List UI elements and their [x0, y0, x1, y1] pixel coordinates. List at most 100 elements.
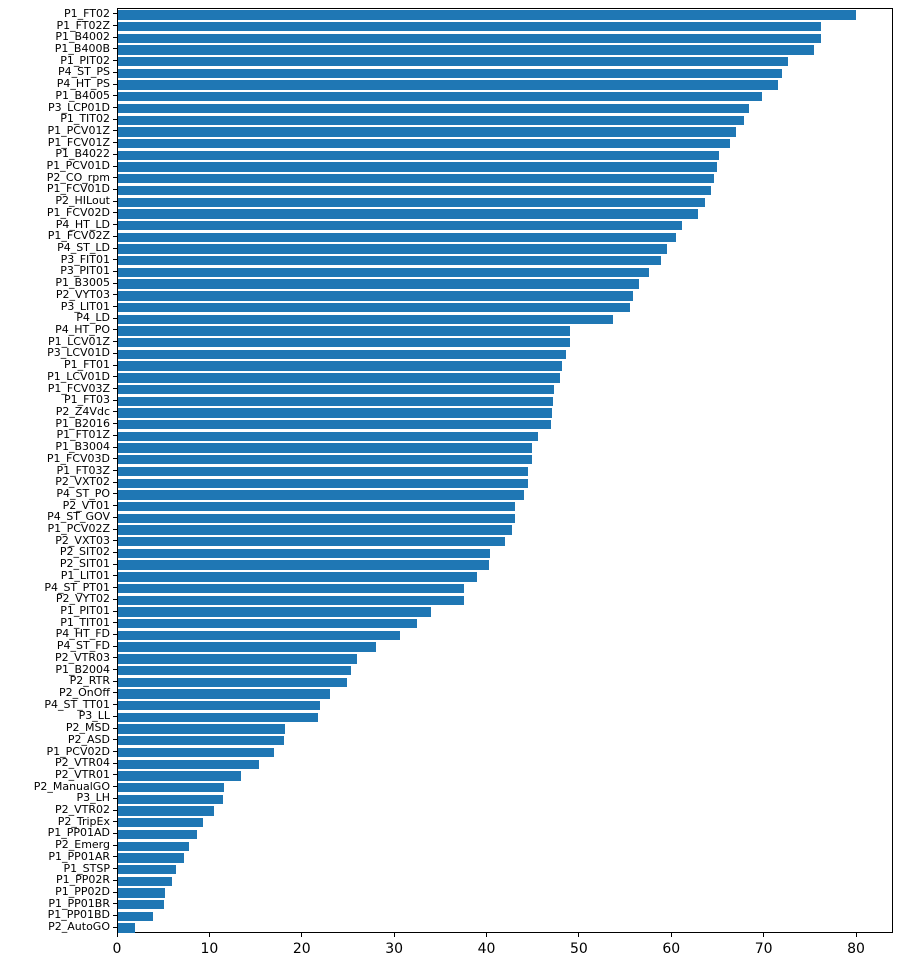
y-tick-label-P2_SIT01: P2_SIT01	[59, 557, 110, 571]
bar-P2_SIT01	[118, 560, 490, 570]
y-tick-mark	[113, 259, 117, 261]
x-tick-label-40: 40	[477, 941, 496, 957]
y-tick-label-P2_Emerg: P2_Emerg	[55, 838, 110, 852]
y-tick-label-P4_ST_PS: P4_ST_PS	[58, 65, 110, 79]
y-tick-mark	[113, 821, 117, 823]
bar-P4_ST_FD	[118, 642, 376, 652]
y-tick-mark	[113, 188, 117, 190]
y-tick-mark	[113, 774, 117, 776]
y-tick-mark	[113, 153, 117, 155]
bar-P1_PP01AD	[118, 829, 198, 840]
bar-P1_B2016	[118, 419, 552, 430]
y-tick-mark	[113, 669, 117, 671]
y-tick-label-P1_PP01BD: P1_PP01BD	[47, 908, 110, 922]
bar-P1_PP01BR	[118, 900, 165, 910]
y-tick-mark	[113, 727, 117, 729]
bar-P2_HILout	[118, 197, 705, 207]
y-tick-label-P4_HT_LD: P4_HT_LD	[55, 217, 110, 231]
y-tick-label-P3_LCV01D: P3_LCV01D	[47, 346, 110, 360]
y-tick-label-P1_PIT01: P1_PIT01	[60, 604, 110, 617]
y-tick-label-P4_ST_PO: P4_ST_PO	[56, 486, 110, 500]
y-tick-mark	[113, 786, 117, 788]
bar-P4_ST_PT01	[118, 583, 465, 594]
y-tick-mark	[113, 48, 117, 50]
y-tick-label-P1_B4002: P1_B4002	[55, 30, 110, 44]
bar-P4_LD	[118, 314, 614, 324]
bar-P2_VTR01	[118, 771, 241, 781]
y-tick-label-P2_Z4Vdc: P2_Z4Vdc	[55, 404, 110, 418]
y-tick-label-P2_VTR02: P2_VTR02	[54, 803, 110, 817]
bar-P4_ST_PS	[118, 68, 783, 79]
y-tick-mark	[113, 352, 117, 354]
x-tick-label-80: 80	[847, 941, 865, 957]
y-tick-mark	[113, 540, 117, 542]
y-tick-label-P1_PP02D: P1_PP02D	[55, 885, 110, 899]
y-tick-label-P2_VTR04: P2_VTR04	[54, 756, 110, 770]
y-tick-label-P2_RTR: P2_RTR	[69, 674, 110, 688]
bar-P3_LH	[118, 794, 224, 805]
y-tick-label-P4_HT_FD: P4_HT_FD	[55, 627, 110, 641]
y-tick-mark	[113, 107, 117, 109]
bar-P1_PIT02	[118, 57, 788, 67]
bar-P1_FCV01Z	[118, 138, 731, 149]
y-tick-label-P2_HILout: P2_HILout	[55, 194, 110, 208]
bar-P4_ST_PO	[118, 490, 525, 500]
x-tick-mark	[486, 933, 488, 937]
y-tick-label-P3_FIT01: P3_FIT01	[60, 252, 110, 266]
y-tick-mark	[113, 83, 117, 85]
y-tick-mark	[113, 130, 117, 132]
bar-P2_MSD	[118, 724, 286, 734]
y-tick-mark	[113, 914, 117, 916]
y-tick-mark	[113, 341, 117, 343]
y-tick-label-P3_PIT01: P3_PIT01	[60, 264, 110, 278]
bar-P1_FT02Z	[118, 21, 822, 32]
x-tick-label-20: 20	[292, 941, 311, 957]
y-tick-label-P2_VXT02: P2_VXT02	[55, 475, 110, 489]
y-tick-mark	[113, 751, 117, 752]
x-tick-label-70: 70	[754, 941, 773, 957]
y-tick-label-P4_HT_PO: P4_HT_PO	[55, 322, 110, 336]
y-tick-mark	[113, 879, 117, 881]
bar-P3_PIT01	[118, 267, 650, 278]
bar-P1_LCV01Z	[118, 338, 570, 348]
y-tick-mark	[113, 926, 117, 928]
y-tick-label-P4_LD: P4_LD	[76, 311, 110, 325]
y-tick-mark	[113, 680, 117, 682]
y-tick-mark	[113, 388, 117, 390]
bar-P1_FCV03D	[118, 455, 532, 465]
y-tick-label-P1_PCV01D: P1_PCV01D	[46, 159, 110, 173]
y-tick-mark	[113, 458, 117, 460]
y-tick-mark	[113, 224, 117, 226]
y-tick-mark	[113, 200, 117, 202]
y-tick-label-P1_FT02: P1_FT02	[64, 6, 110, 20]
y-tick-label-P1_B400B: P1_B400B	[54, 41, 110, 55]
bar-P2_Z4Vdc	[118, 408, 553, 418]
y-tick-mark	[113, 610, 117, 612]
y-tick-mark	[113, 809, 117, 811]
y-tick-label-P1_PCV01Z: P1_PCV01Z	[47, 123, 110, 137]
bar-P2_VXT03	[118, 537, 506, 547]
bar-P1_B3005	[118, 279, 640, 289]
y-tick-label-P4_HT_PS: P4_HT_PS	[56, 77, 110, 91]
y-tick-mark	[113, 856, 117, 858]
x-tick-mark	[393, 933, 395, 937]
bar-P3_LIT01	[118, 302, 630, 313]
y-tick-label-P2_VTR03: P2_VTR03	[54, 650, 110, 664]
y-tick-label-P2_CO_rpm: P2_CO_rpm	[46, 170, 110, 184]
y-tick-label-P2_VYT03: P2_VYT03	[55, 287, 110, 301]
y-tick-mark	[113, 563, 117, 565]
bar-P4_ST_GOV	[118, 513, 516, 523]
x-tick-label-10: 10	[200, 941, 219, 957]
y-tick-mark	[113, 376, 117, 378]
bar-P2_VTR03	[118, 654, 358, 664]
x-tick-label-50: 50	[569, 941, 588, 957]
y-tick-mark	[113, 481, 117, 483]
bar-P3_LCP01D	[118, 103, 749, 114]
x-tick-mark	[855, 933, 857, 937]
bar-P1_PCV01D	[118, 162, 717, 172]
bar-P2_TripEx	[118, 818, 203, 828]
bar-P1_FCV03Z	[118, 384, 555, 395]
bar-P1_LCV01D	[118, 373, 560, 383]
y-tick-label-P1_PP01AR: P1_PP01AR	[48, 849, 110, 863]
y-tick-label-P1_LCV01D: P1_LCV01D	[47, 369, 110, 383]
